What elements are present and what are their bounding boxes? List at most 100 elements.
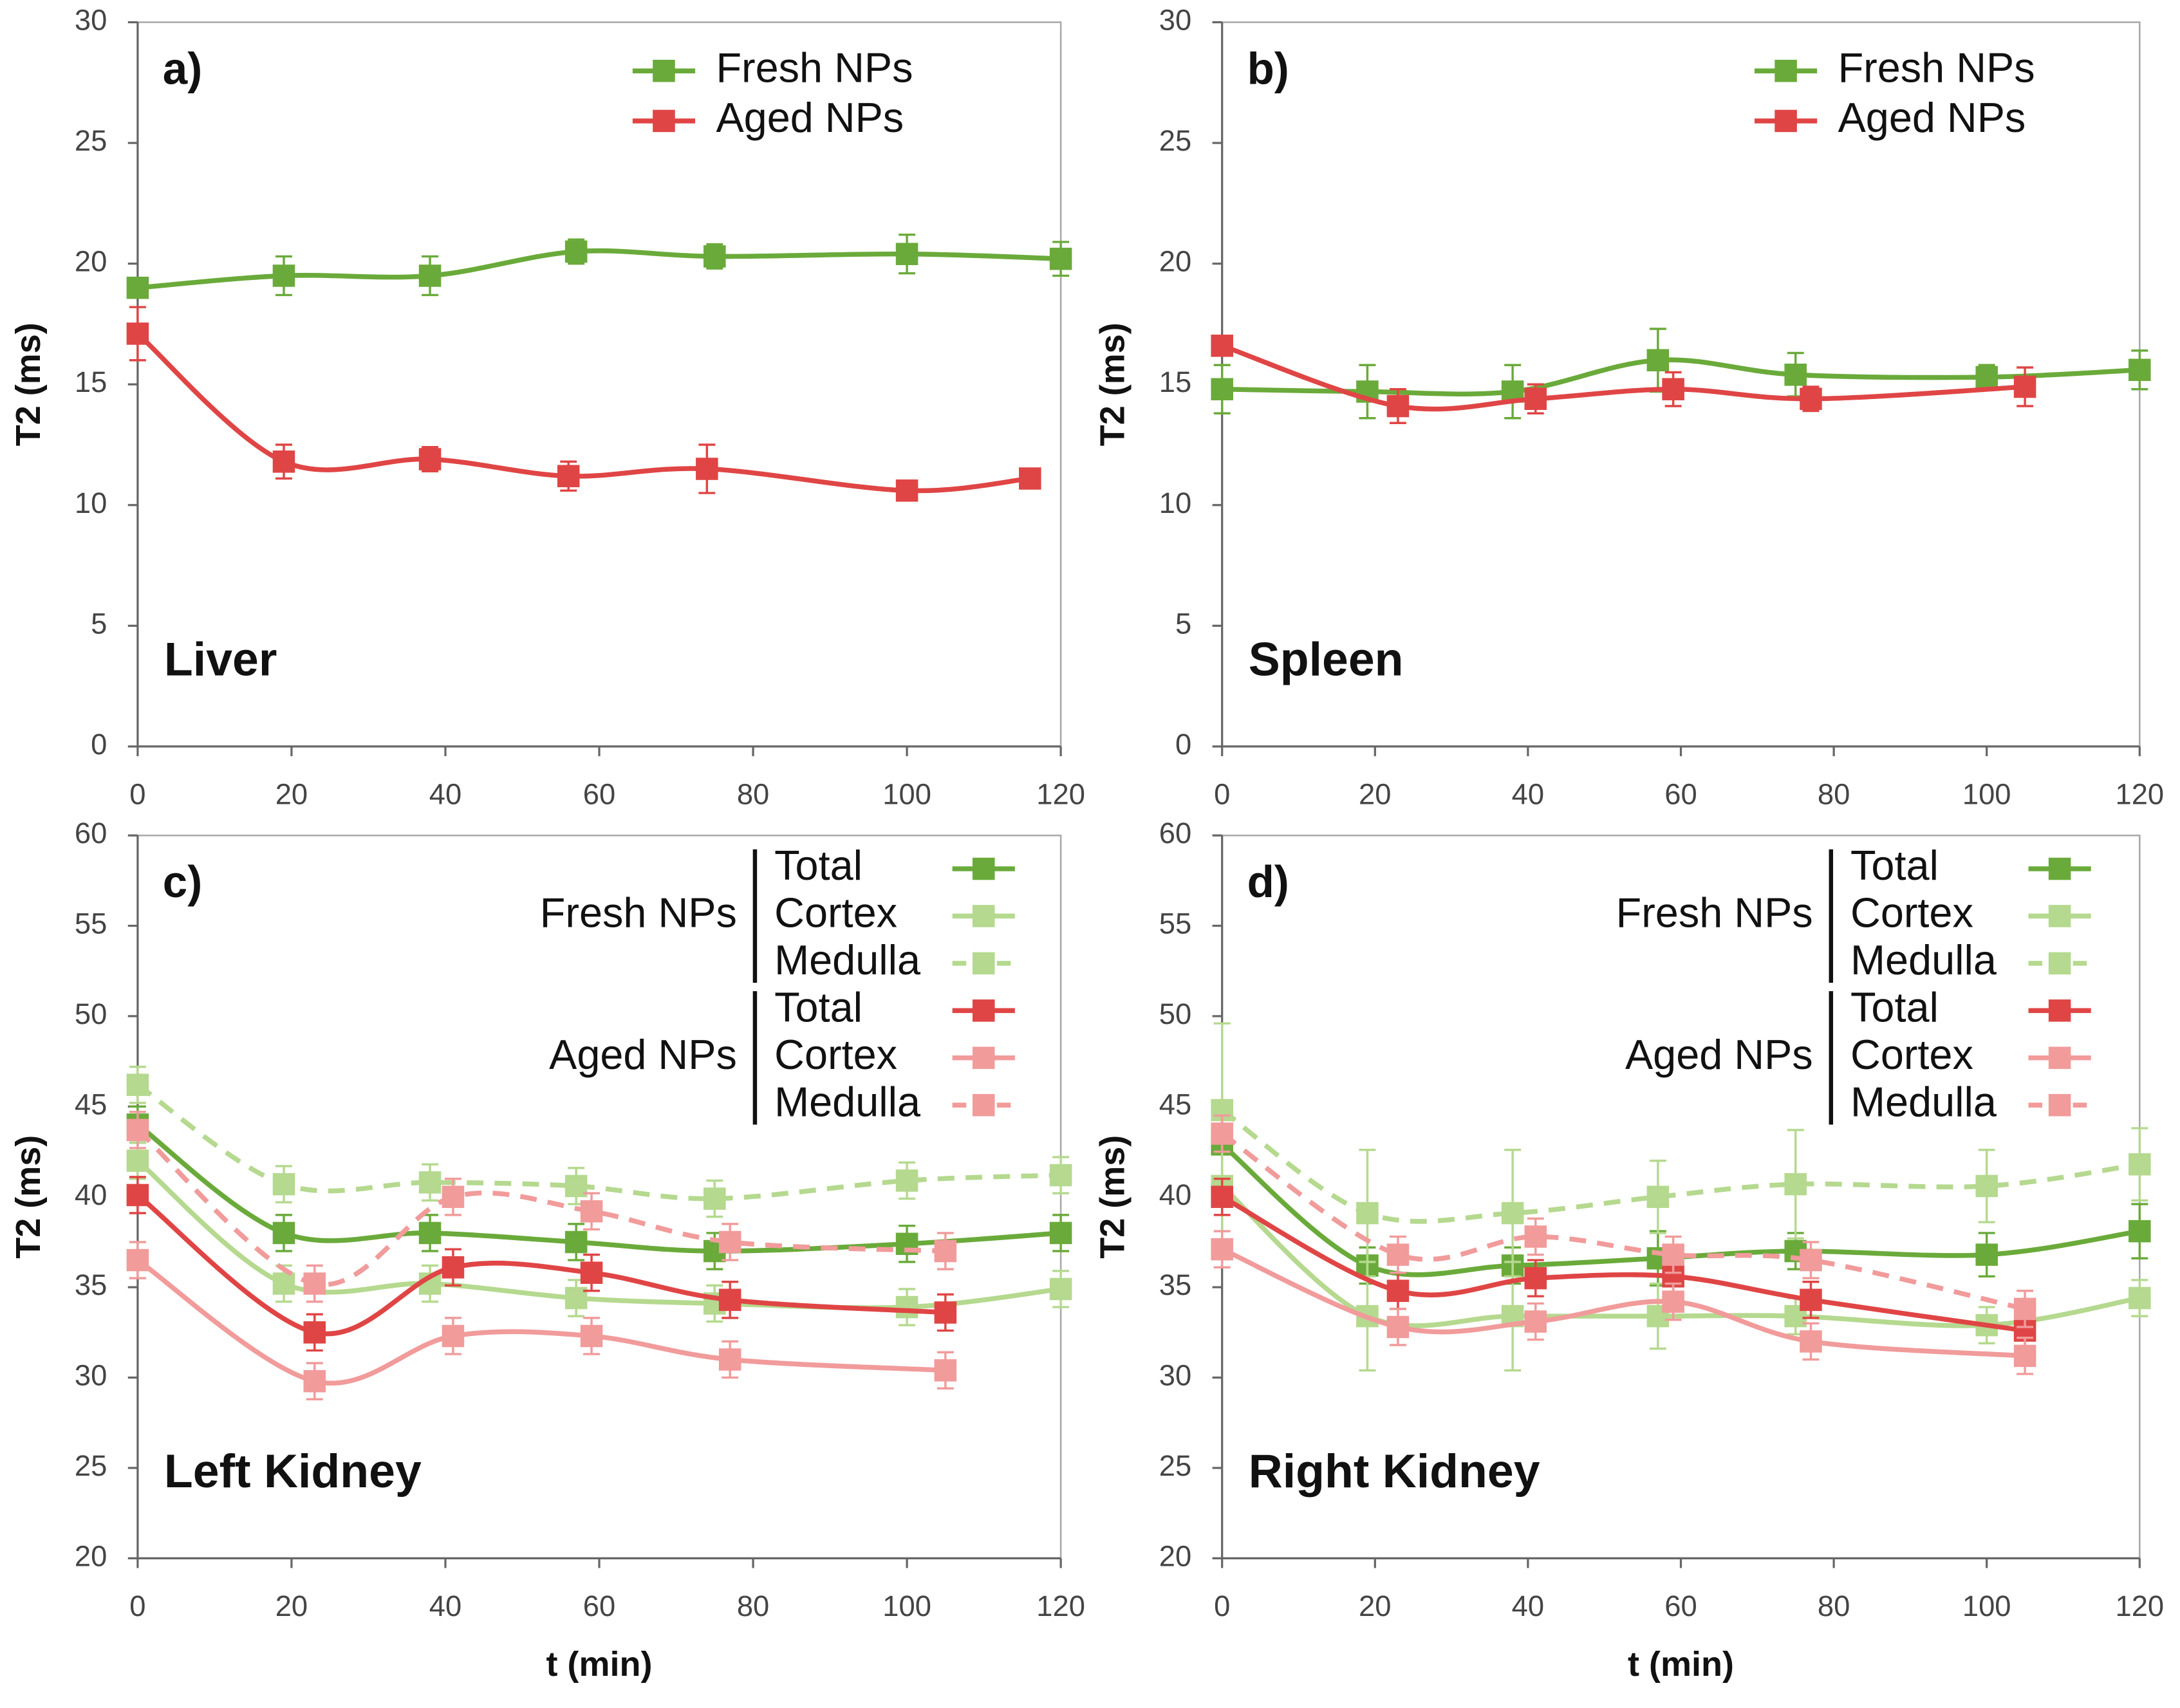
x-tick-label: 20 [275, 778, 308, 811]
y-axis-title: T2 (ms) [9, 322, 48, 446]
marker [1211, 334, 1233, 357]
marker [1646, 349, 1670, 372]
series-line [136, 331, 1030, 494]
legend-label: Medulla [1850, 936, 1997, 983]
legend-marker [1775, 109, 1797, 133]
x-tick-label: 120 [1036, 1590, 1085, 1622]
x-tick-label: 120 [2115, 778, 2164, 811]
marker [1386, 1279, 1410, 1303]
marker [303, 1321, 326, 1344]
x-tick-label: 20 [1359, 778, 1391, 811]
y-tick-label: 20 [75, 1539, 107, 1572]
legend-marker [972, 1093, 995, 1117]
marker [418, 1221, 442, 1245]
y-axis-title: T2 (ms) [9, 1135, 48, 1259]
marker [1049, 1221, 1072, 1245]
marker [696, 458, 718, 480]
x-tick-label: 80 [1818, 1590, 1850, 1622]
panel-label: c) [163, 857, 202, 907]
x-tick-label: 0 [1214, 778, 1230, 811]
marker [2129, 358, 2151, 382]
legend-label: Total [1850, 842, 1939, 889]
legend-marker [1775, 59, 1797, 82]
legend-label: Fresh NPs [716, 44, 913, 91]
y-tick-label: 25 [75, 124, 107, 157]
marker [1524, 1310, 1547, 1333]
marker [1049, 247, 1072, 270]
series-line [1220, 1131, 2026, 1312]
legend-label: Total [774, 983, 862, 1030]
x-tick-label: 0 [129, 1590, 145, 1622]
marker [126, 322, 149, 345]
marker [272, 450, 295, 473]
marker [126, 1149, 149, 1172]
marker [1800, 387, 1822, 411]
panel-title: Spleen [1249, 633, 1404, 686]
marker [442, 1256, 465, 1279]
marker [1662, 1243, 1684, 1266]
y-tick-label: 40 [1159, 1178, 1191, 1211]
x-tick-label: 80 [1818, 778, 1850, 811]
marker [1800, 1288, 1822, 1312]
legend-marker [2048, 952, 2071, 975]
y-tick-label: 0 [91, 728, 107, 761]
y-tick-label: 55 [75, 907, 107, 940]
y-tick-label: 35 [1159, 1268, 1191, 1301]
y-tick-label: 20 [1159, 245, 1191, 278]
legend-group-label: Aged NPs [549, 1031, 737, 1078]
marker [126, 1119, 149, 1142]
marker [580, 1324, 603, 1348]
legend-group-label: Aged NPs [1625, 1031, 1813, 1078]
legend-marker [2048, 905, 2071, 927]
legend-marker [2048, 1046, 2071, 1070]
y-tick-label: 15 [75, 366, 107, 398]
legend-label: Cortex [774, 1031, 897, 1078]
marker [895, 243, 918, 265]
x-tick-label: 60 [1664, 778, 1697, 811]
marker [418, 448, 442, 470]
marker [1524, 1267, 1547, 1290]
marker [895, 1169, 918, 1192]
x-tick-label: 100 [1962, 1590, 2011, 1622]
marker [1784, 363, 1807, 386]
y-tick-label: 20 [75, 245, 107, 278]
y-tick-label: 25 [1159, 124, 1191, 157]
marker [442, 1185, 465, 1209]
x-tick-label: 120 [2115, 1590, 2164, 1622]
x-tick-label: 80 [737, 1590, 769, 1622]
legend-marker [2048, 999, 2071, 1022]
x-tick-label: 20 [1359, 1590, 1391, 1622]
y-tick-label: 30 [1159, 1359, 1191, 1392]
y-tick-label: 20 [1159, 1539, 1191, 1572]
panel-label: a) [163, 44, 202, 94]
y-tick-label: 25 [1159, 1449, 1191, 1482]
y-tick-label: 40 [75, 1178, 107, 1211]
marker [1646, 1185, 1670, 1209]
y-tick-label: 30 [75, 1359, 107, 1392]
marker [1524, 387, 1547, 411]
x-tick-label: 80 [737, 778, 769, 811]
marker [303, 1272, 326, 1295]
panel-title: Right Kidney [1249, 1445, 1540, 1498]
legend-marker [972, 857, 995, 880]
marker [2129, 1220, 2151, 1243]
legend-label: Medulla [774, 1078, 921, 1125]
legend-marker [2048, 857, 2071, 880]
marker [718, 1288, 741, 1312]
legend-label: Cortex [1850, 889, 1973, 936]
marker [1386, 1315, 1410, 1339]
y-tick-label: 10 [1159, 487, 1191, 519]
y-tick-label: 60 [75, 817, 107, 849]
x-tick-label: 20 [275, 1590, 308, 1622]
marker [272, 1221, 295, 1245]
x-axis-title: t (min) [546, 1645, 653, 1684]
marker [2013, 1344, 2036, 1368]
legend-marker [653, 109, 675, 133]
series-line [136, 1128, 946, 1287]
x-tick-label: 60 [583, 778, 615, 811]
y-tick-label: 50 [1159, 998, 1191, 1030]
legend-marker [2048, 1093, 2071, 1117]
marker [418, 265, 442, 287]
legend-label: Total [1850, 983, 1939, 1030]
series-line [1220, 1194, 2026, 1333]
